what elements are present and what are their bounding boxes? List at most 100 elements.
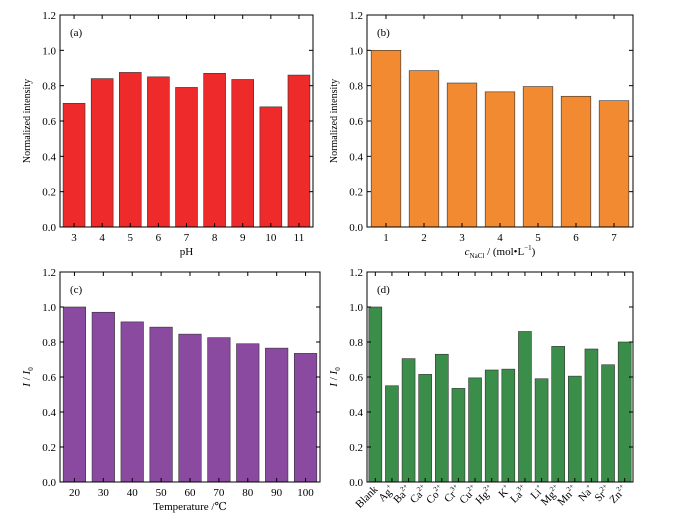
y-tick-label: 0.0 xyxy=(349,222,363,234)
x-tick-label: 30 xyxy=(98,487,110,499)
bar xyxy=(435,353,449,483)
bar xyxy=(207,337,231,483)
x-tick-label: 100 xyxy=(297,487,314,499)
y-tick-label: 1.2 xyxy=(349,10,363,22)
x-tick-label: Na+ xyxy=(575,482,597,504)
bar xyxy=(120,321,144,483)
x-tick-label: 3 xyxy=(71,232,77,244)
x-tick-label: 70 xyxy=(213,487,225,499)
bar xyxy=(119,72,142,228)
bar xyxy=(91,311,115,483)
bar xyxy=(90,78,114,228)
y-tick-label: 0.4 xyxy=(42,151,56,163)
y-tick-label: 0.6 xyxy=(42,372,56,384)
x-tick-label: 8 xyxy=(212,232,218,244)
y-tick-label: 0.2 xyxy=(42,442,56,454)
bar xyxy=(446,82,478,228)
panel-a: 0.0 0.2 0.4 0.6 0.8 1.0 1.2 3 4 5 6 7 8 9 10 11 (a) pH Nor… xyxy=(22,10,314,258)
bar xyxy=(401,358,416,483)
bar xyxy=(231,79,254,228)
x-tick-label: 90 xyxy=(271,487,283,499)
bar xyxy=(560,95,592,228)
y-tick-label: 0.8 xyxy=(349,337,363,349)
panel-label: (c) xyxy=(70,284,83,296)
y-tick-label: 0.2 xyxy=(42,187,56,199)
x-tick-label: 6 xyxy=(573,232,579,244)
bar xyxy=(518,331,532,483)
y-tick-label: 1.2 xyxy=(42,10,56,22)
panel-d: 0.00.20.40.60.81.01.2BlankAg+Ba2+Ca2+Co2… xyxy=(328,267,634,511)
bar xyxy=(287,74,311,228)
bar xyxy=(551,346,565,483)
y-tick-label: 0.4 xyxy=(42,407,56,419)
bar xyxy=(293,353,318,483)
bar xyxy=(370,50,402,228)
panel-c: 0.0 0.2 0.4 0.6 0.8 1.0 1.2 20 30 40 50 60 70 80 90 100… xyxy=(21,267,321,513)
y-tick-label: 0.2 xyxy=(349,187,363,199)
y-axis-label: Normalized intensity xyxy=(22,79,33,163)
bar xyxy=(534,378,549,483)
y-tick-label: 0.0 xyxy=(42,477,56,489)
bar xyxy=(265,347,289,483)
x-tick-label: 7 xyxy=(611,232,617,244)
bar xyxy=(598,100,630,228)
bar xyxy=(368,306,383,483)
y-tick-label: 0.4 xyxy=(349,407,363,419)
x-tick-label: La3+ xyxy=(507,482,530,505)
y-tick-label: 0.0 xyxy=(42,222,56,234)
bar xyxy=(62,306,87,483)
x-tick-label: 80 xyxy=(242,487,254,499)
x-tick-label: Hg2+ xyxy=(472,482,497,507)
y-axis-label: Normalized intensity xyxy=(329,79,340,163)
x-tick-label: 3 xyxy=(459,232,465,244)
bar xyxy=(484,369,499,483)
x-tick-label: 60 xyxy=(185,487,197,499)
y-axis-label: I / I0 xyxy=(328,367,342,388)
bar xyxy=(236,343,260,483)
x-tick-label: 40 xyxy=(127,487,139,499)
bar xyxy=(468,377,482,483)
bar xyxy=(584,348,599,483)
x-tick-label: 7 xyxy=(184,232,190,244)
x-tick-label: 11 xyxy=(294,232,305,244)
bar xyxy=(408,70,440,228)
x-tick-label: 4 xyxy=(99,232,105,244)
y-tick-label: 0.8 xyxy=(42,337,56,349)
bar xyxy=(522,86,554,228)
x-tick-label: Zn2+ xyxy=(606,482,630,506)
y-tick-label: 0.8 xyxy=(42,81,56,93)
bar xyxy=(259,106,283,228)
y-tick-label: 1.2 xyxy=(42,267,56,279)
x-tick-label: 2 xyxy=(421,232,427,244)
x-tick-label: 50 xyxy=(156,487,168,499)
y-tick-label: 0.6 xyxy=(349,372,363,384)
bar xyxy=(451,388,466,483)
bar xyxy=(62,103,86,228)
x-tick-label: 20 xyxy=(69,487,81,499)
bar xyxy=(175,87,198,228)
x-axis-label: cNaCl / (mol•L−1) xyxy=(465,244,536,260)
x-tick-label: 10 xyxy=(265,232,277,244)
x-axis-label: pH xyxy=(180,246,194,258)
y-tick-label: 1.0 xyxy=(42,302,56,314)
panel-label: (d) xyxy=(377,284,390,296)
x-tick-label: 5 xyxy=(128,232,134,244)
x-tick-label: 5 xyxy=(535,232,541,244)
bar xyxy=(203,73,226,228)
y-tick-label: 1.0 xyxy=(349,302,363,314)
bar xyxy=(149,326,173,483)
x-tick-label: 4 xyxy=(497,232,503,244)
x-tick-label: 9 xyxy=(240,232,246,244)
y-tick-label: 1.0 xyxy=(42,45,56,57)
y-tick-label: 0.6 xyxy=(349,116,363,128)
bar xyxy=(568,375,582,483)
panel-label: (a) xyxy=(70,27,83,39)
y-axis-label: I / I0 xyxy=(21,367,35,388)
panel-label: (b) xyxy=(377,27,390,39)
y-tick-label: 1.2 xyxy=(349,267,363,279)
y-tick-label: 0.0 xyxy=(349,477,363,489)
bar xyxy=(601,364,615,483)
bar xyxy=(501,368,516,483)
bar xyxy=(418,374,432,483)
